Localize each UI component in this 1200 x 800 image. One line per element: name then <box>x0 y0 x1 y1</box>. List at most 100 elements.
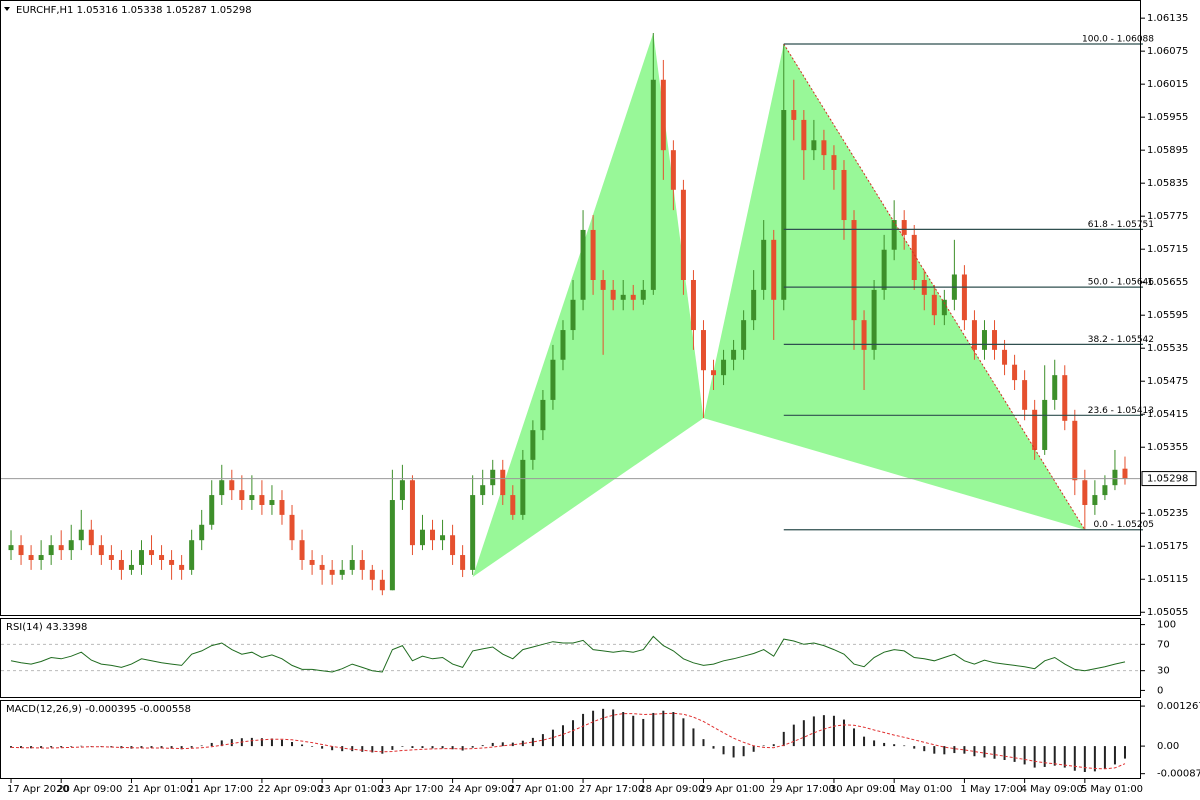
candle-body <box>1122 468 1128 479</box>
macd-bar <box>903 745 906 747</box>
y-tick-label: 1.05475 <box>1147 376 1188 387</box>
macd-bar <box>291 742 294 747</box>
y-tick-label: 1.05835 <box>1147 178 1188 189</box>
candle-body <box>108 555 114 560</box>
candle-body <box>721 359 727 376</box>
candle-body <box>259 495 265 505</box>
macd-last: -0.000395 <box>85 704 136 715</box>
rsi-tick-label: 70 <box>1157 639 1170 650</box>
rsi-header: RSI(14) 43.3398 <box>6 622 87 633</box>
macd-bar <box>1083 746 1086 772</box>
candle-body <box>1092 495 1098 505</box>
y-tick-label: 1.05775 <box>1147 211 1188 222</box>
macd-bar <box>541 734 544 747</box>
macd-bar <box>963 746 966 754</box>
macd-bar <box>1113 746 1116 765</box>
macd-bar <box>361 746 364 752</box>
candle-body <box>319 564 325 570</box>
x-tick-label: 28 Apr 09:00 <box>639 784 704 795</box>
candle-body <box>389 500 395 591</box>
macd-bar <box>662 710 665 747</box>
macd-bar <box>572 720 575 747</box>
candle-body <box>981 330 987 350</box>
rsi-tick-label: 0 <box>1157 685 1163 696</box>
candle-body <box>851 220 857 321</box>
y-tick-label: 1.05955 <box>1147 112 1188 123</box>
x-tick-label: 23 Apr 17:00 <box>378 784 443 795</box>
candle-body <box>831 155 837 170</box>
candle-body <box>540 399 546 431</box>
x-tick-label: 5 May 01:00 <box>1081 784 1143 795</box>
candle-body <box>470 495 476 570</box>
y-tick-label: 1.05415 <box>1147 409 1188 420</box>
candle-body <box>711 370 717 376</box>
macd-bar <box>190 746 193 748</box>
macd-bar <box>712 746 715 749</box>
candle-body <box>941 299 947 316</box>
macd-bar <box>511 742 514 747</box>
x-tick-label: 27 Apr 01:00 <box>509 784 574 795</box>
macd-bar <box>812 716 815 747</box>
candle-body <box>680 189 686 280</box>
macd-bar <box>481 745 484 747</box>
x-tick-label: 29 Apr 01:00 <box>699 784 764 795</box>
candle-body <box>901 220 907 235</box>
candle-body <box>1062 375 1068 421</box>
candle-body <box>1112 469 1118 486</box>
candle-body <box>590 229 596 280</box>
candle-body <box>149 550 155 556</box>
candle-body <box>329 569 335 575</box>
macd-bar <box>311 746 314 747</box>
candle-body <box>881 249 887 290</box>
macd-bar <box>782 731 785 747</box>
macd-bar <box>993 746 996 759</box>
candle-body <box>761 239 767 290</box>
y-tick-label: 1.06135 <box>1147 13 1188 24</box>
macd-bar <box>722 746 725 755</box>
macd-bar <box>692 728 695 747</box>
candle-body <box>440 535 446 541</box>
macd-bar <box>461 746 464 751</box>
macd-bar <box>491 742 494 747</box>
macd-bar <box>451 746 454 750</box>
rsi-tick-label: 30 <box>1157 666 1170 677</box>
macd-bar <box>180 746 183 750</box>
macd-bar <box>1033 746 1036 768</box>
header: EURCHF,H1 1.05316 1.05338 1.05287 1.0529… <box>16 5 252 16</box>
candle-body <box>640 289 646 300</box>
candle-body <box>450 535 456 556</box>
candle-body <box>801 119 807 151</box>
x-tick-label: 22 Apr 09:00 <box>258 784 323 795</box>
macd-bar <box>411 746 414 748</box>
candle-body <box>269 500 275 505</box>
macd-bar <box>622 712 625 747</box>
macd-bar <box>501 742 504 747</box>
candle-body <box>630 294 636 300</box>
candle-body <box>279 500 285 515</box>
x-tick-label: 30 Apr 09:00 <box>830 784 895 795</box>
macd-bar <box>1123 746 1126 759</box>
candle-body <box>911 234 917 280</box>
macd-bar <box>431 746 434 749</box>
macd-frame <box>0 700 1141 779</box>
candle-body <box>670 150 676 190</box>
candle-body <box>359 559 365 570</box>
macd-bar <box>20 746 23 748</box>
macd-bar <box>551 729 554 747</box>
macd-bar <box>752 746 755 752</box>
x-tick-label: 24 Apr 09:00 <box>449 784 514 795</box>
main-frame <box>0 0 1141 616</box>
candle-body <box>510 495 516 515</box>
candle-body <box>68 540 74 551</box>
candle-body <box>1102 485 1108 496</box>
candle-body <box>169 559 175 565</box>
macd-bar <box>521 740 524 747</box>
candle-body <box>18 545 24 556</box>
macd-bar <box>150 746 153 748</box>
macd-bar <box>60 746 63 748</box>
macd-bar <box>70 746 73 747</box>
macd-bar <box>612 709 615 747</box>
candle-body <box>781 110 787 300</box>
macd-bar <box>913 746 916 749</box>
candle-body <box>309 559 315 565</box>
